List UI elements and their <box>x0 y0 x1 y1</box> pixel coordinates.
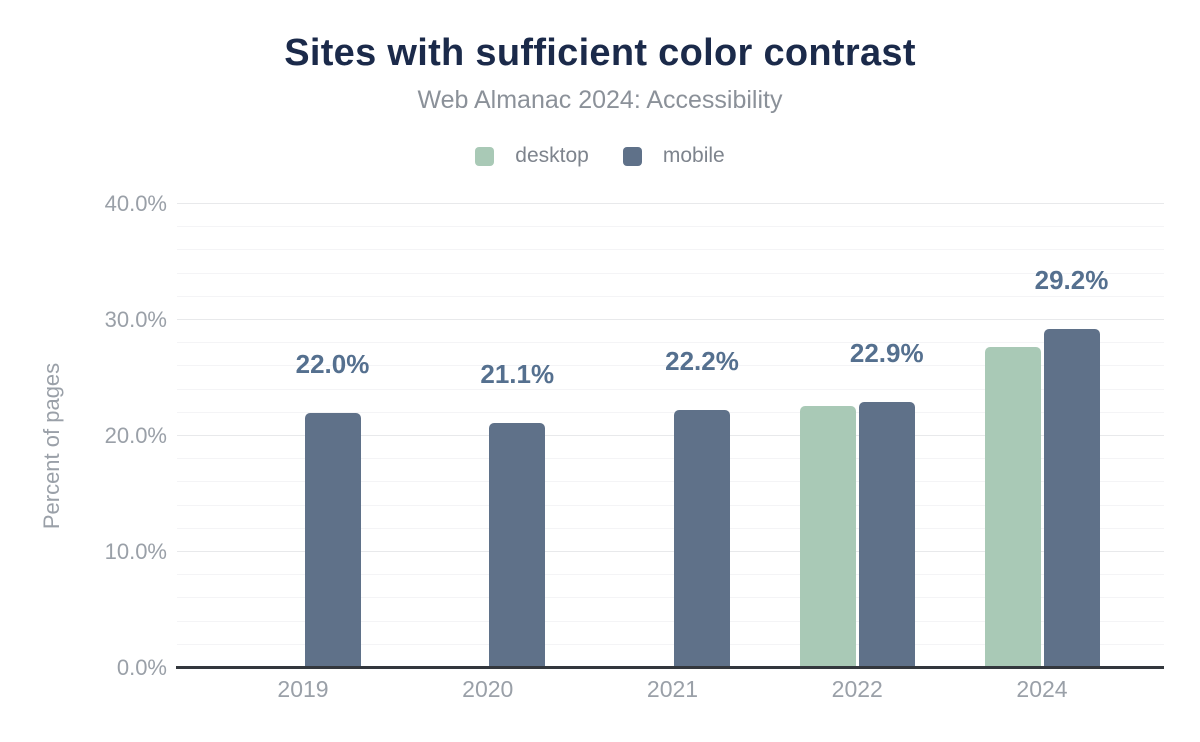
minor-gridline <box>177 295 1164 297</box>
y-tick-label: 10.0% <box>104 539 167 564</box>
minor-gridline <box>177 597 1164 599</box>
minor-gridline <box>177 620 1164 622</box>
minor-gridline <box>177 458 1164 460</box>
minor-gridline <box>177 388 1164 390</box>
bar-desktop-2022 <box>799 405 856 668</box>
minor-gridline <box>177 643 1164 645</box>
legend-label: desktop <box>515 144 589 167</box>
bar-mobile-2019 <box>304 412 361 668</box>
y-tick-label: 40.0% <box>104 191 167 216</box>
major-gridline <box>177 551 1164 552</box>
plot-area: 22.0% 21.1% 22.2% 22.9% 29.2% <box>176 203 1164 669</box>
bar-mobile-2021 <box>674 410 730 668</box>
data-label-2021: 22.2% <box>665 346 739 377</box>
data-label-2020: 21.1% <box>480 359 555 390</box>
minor-gridline <box>177 527 1164 529</box>
minor-gridline <box>177 504 1164 506</box>
minor-gridline <box>177 574 1164 576</box>
minor-gridline <box>177 411 1164 413</box>
major-gridline <box>177 203 1164 204</box>
minor-gridline <box>177 481 1164 483</box>
x-tick-label-2019: 2019 <box>277 676 329 702</box>
major-gridline <box>177 319 1164 320</box>
legend-label: mobile <box>662 144 725 167</box>
minor-gridline <box>177 249 1164 251</box>
minor-gridline <box>177 226 1164 228</box>
mobile-swatch-icon <box>622 146 642 166</box>
legend-item-mobile: mobile <box>622 144 725 168</box>
chart-subtitle: Web Almanac 2024: Accessibility <box>417 86 783 114</box>
data-label-2024: 29.2% <box>1034 265 1109 296</box>
data-label-2022: 22.9% <box>849 338 924 369</box>
major-gridline <box>177 435 1164 436</box>
x-tick-label-2022: 2022 <box>831 676 883 702</box>
bar-mobile-2020 <box>489 423 546 668</box>
y-tick-label: 20.0% <box>104 423 167 448</box>
x-tick-label-2020: 2020 <box>462 676 514 702</box>
y-tick-label: 30.0% <box>104 307 167 332</box>
bar-mobile-2022 <box>858 402 915 668</box>
minor-gridline <box>177 365 1164 367</box>
x-tick-label-2021: 2021 <box>646 676 699 702</box>
y-tick-label: 0.0% <box>116 655 167 680</box>
chart-legend: desktop mobile <box>0 144 1200 168</box>
x-tick-label-2024: 2024 <box>1016 676 1068 702</box>
minor-gridline <box>177 342 1164 344</box>
data-label-2019: 22.0% <box>295 348 370 379</box>
minor-gridline <box>177 272 1164 274</box>
bar-mobile-2024 <box>1043 329 1100 668</box>
x-axis-line <box>176 666 1164 669</box>
desktop-swatch-icon <box>475 146 495 166</box>
chart-title: Sites with sufficient color contrast <box>284 32 916 74</box>
bar-desktop-2024 <box>984 346 1041 668</box>
legend-item-desktop: desktop <box>475 144 589 168</box>
